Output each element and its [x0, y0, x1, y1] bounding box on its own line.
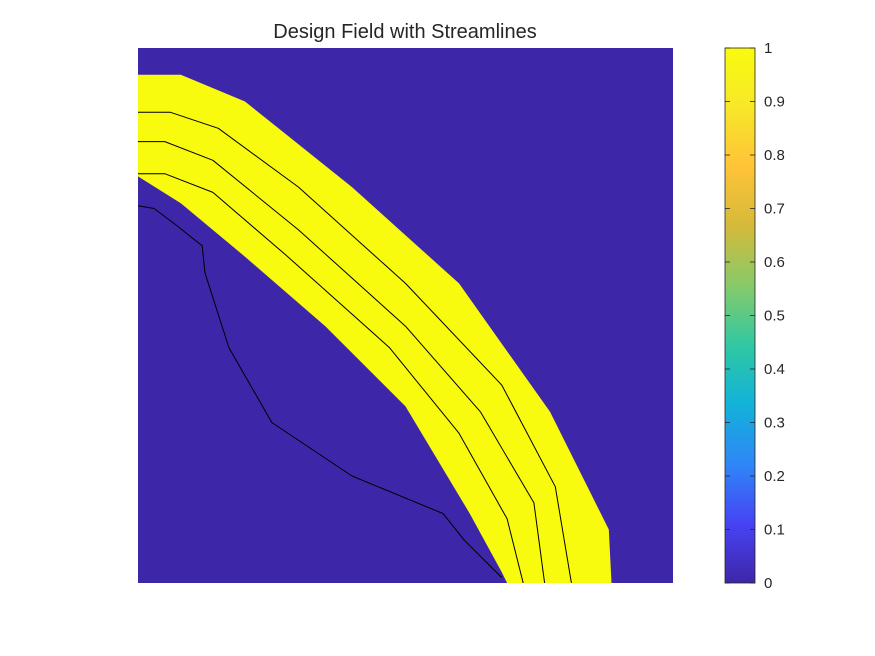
colorbar-tick-label: 0.4 [764, 361, 785, 378]
colorbar-ticks: 0 0.1 0.2 0.3 0.4 0.5 0.6 0.7 0.8 0.9 1 [725, 40, 785, 592]
colorbar-tick-label: 0.9 [764, 94, 785, 111]
plot-area [138, 48, 673, 583]
colorbar-tick-label: 0.5 [764, 308, 785, 325]
streamline-layer [138, 111, 572, 583]
streamline-3 [138, 173, 524, 583]
colorbar-tick-label: 0.1 [764, 522, 785, 539]
colorbar: 0 0.1 0.2 0.3 0.4 0.5 0.6 0.7 0.8 0.9 1 [724, 40, 785, 592]
colorbar-tick-label: 0.7 [764, 201, 785, 218]
channel-region [138, 74, 612, 583]
colorbar-tick-label: 0.6 [764, 254, 785, 271]
colorbar-tick-label: 0.8 [764, 147, 785, 164]
colorbar-tick-label: 1 [764, 40, 772, 57]
chart-title: Design Field with Streamlines [273, 21, 536, 43]
colorbar-tick-label: 0 [764, 575, 772, 592]
colorbar-tick-label: 0.3 [764, 415, 785, 432]
colorbar-tick-label: 0.2 [764, 468, 785, 485]
streamline-1 [138, 111, 572, 583]
streamline-2 [138, 141, 546, 583]
streamline-4 [138, 205, 503, 578]
